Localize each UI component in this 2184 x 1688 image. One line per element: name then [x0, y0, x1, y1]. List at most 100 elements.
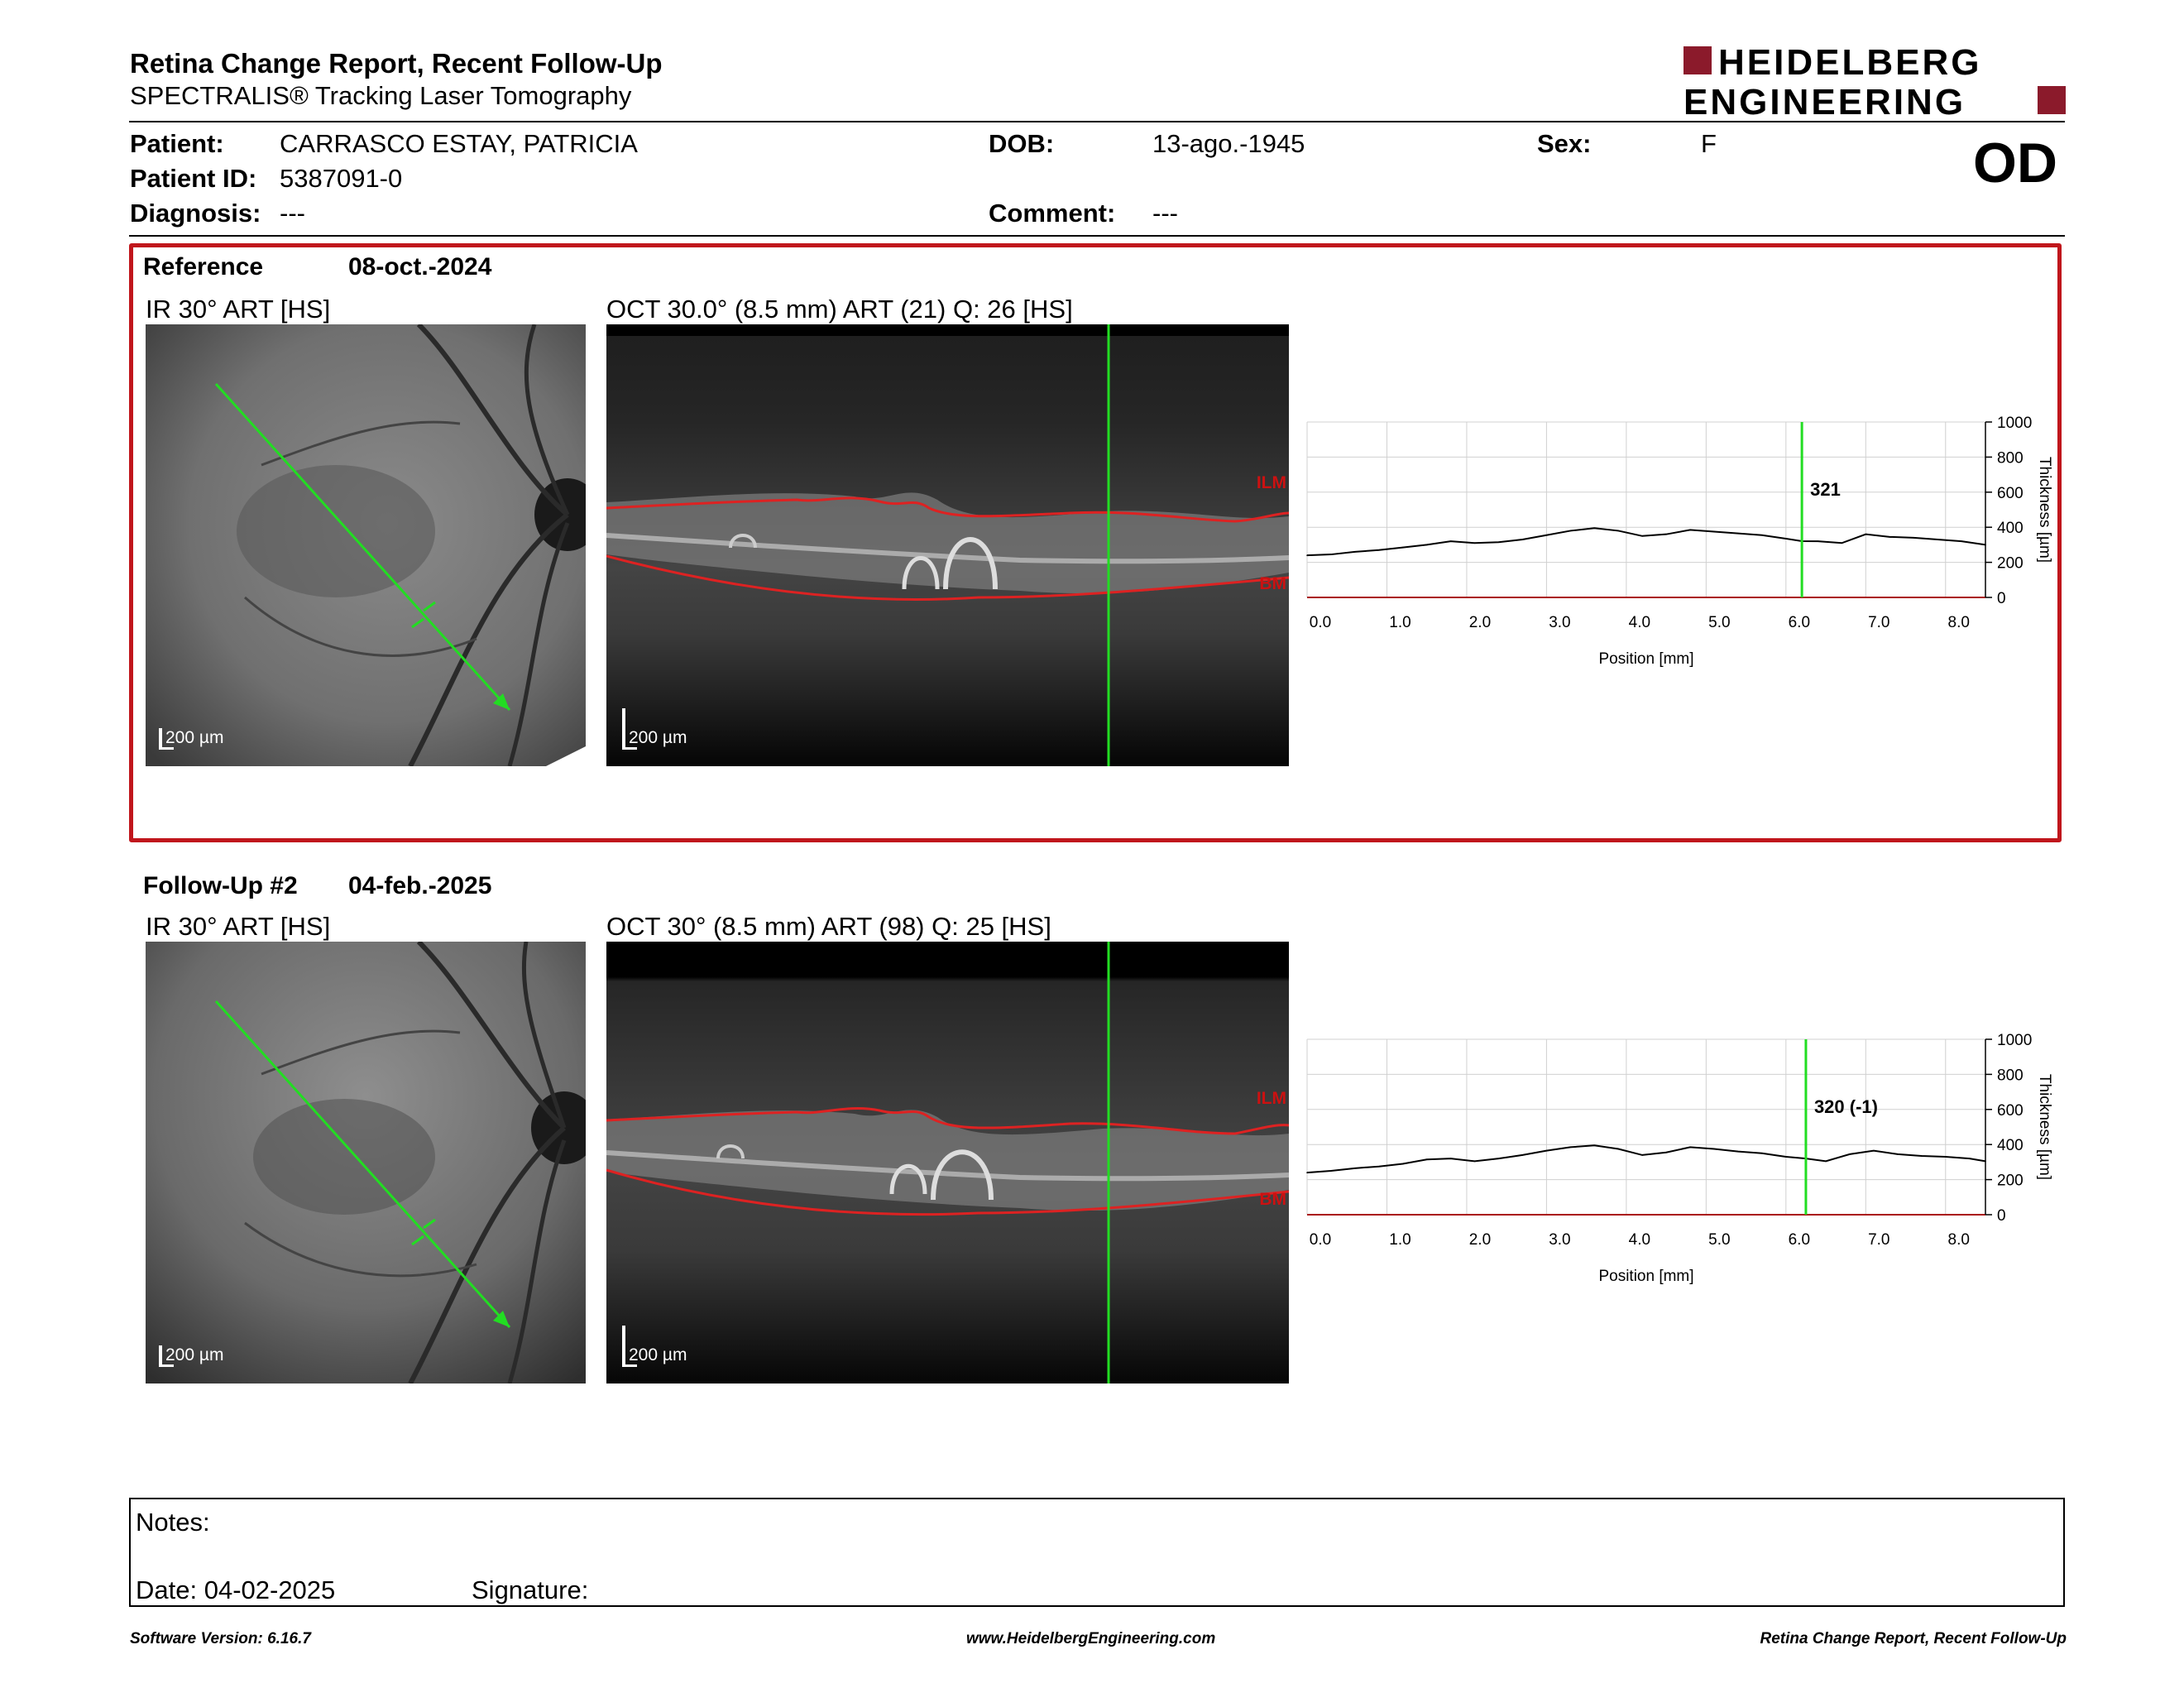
thickness-point: [1641, 1154, 1643, 1156]
thickness-point: [1937, 539, 1938, 540]
reference-ir-caption: IR 30° ART [HS]: [146, 295, 331, 324]
thickness-point: [1865, 533, 1867, 535]
thickness-point: [1593, 1144, 1596, 1147]
thickness-point: [1817, 540, 1819, 542]
reference-date: 08-oct.-2024: [348, 253, 492, 281]
marker-value-label: 321: [1810, 479, 1841, 500]
thickness-point: [1378, 1165, 1380, 1168]
thickness-point: [1785, 1156, 1787, 1158]
thickness-point: [1849, 1153, 1851, 1155]
followup-date: 04-feb.-2025: [348, 872, 492, 899]
marker-value-label: 320 (-1): [1814, 1096, 1878, 1117]
patient-label: Patient:: [130, 129, 224, 158]
thickness-point: [1330, 1170, 1332, 1172]
report-title: Retina Change Report, Recent Follow-Up: [130, 48, 663, 79]
report-subtitle: SPECTRALIS® Tracking Laser Tomography: [130, 81, 632, 110]
x-tick-label: 6.0: [1789, 1231, 1810, 1249]
footer-software-version: Software Version: 6.16.7: [130, 1630, 311, 1647]
thickness-point: [1641, 535, 1643, 537]
header-rule: [129, 121, 2065, 122]
followup-ir-image[interactable]: [146, 942, 586, 1383]
footer-website[interactable]: www.HeidelbergEngineering.com: [966, 1630, 1216, 1647]
thickness-point: [1944, 1156, 1947, 1158]
thickness-point: [1961, 540, 1962, 542]
thickness-point: [1497, 1158, 1500, 1159]
thickness-point: [1968, 1158, 1971, 1159]
thickness-point: [1330, 554, 1332, 555]
x-tick-label: 8.0: [1948, 614, 1970, 631]
scan-arrow-icon: [493, 693, 510, 710]
thickness-point: [1545, 534, 1548, 536]
thickness-point: [1785, 538, 1787, 539]
thickness-point: [1617, 1148, 1620, 1150]
x-tick-label: 6.0: [1789, 614, 1810, 631]
followup-ir-caption: IR 30° ART [HS]: [146, 912, 331, 941]
thickness-point: [1737, 532, 1739, 535]
sex-label: Sex:: [1537, 129, 1592, 158]
footer-report-name: Retina Change Report, Recent Follow-Up: [1760, 1630, 2067, 1647]
x-tick-label: 1.0: [1389, 1231, 1410, 1249]
scan-arrow-icon: [493, 1311, 510, 1327]
thickness-point: [1665, 1151, 1667, 1153]
eye-indicator: OD: [1973, 132, 2057, 194]
followup-oct-image[interactable]: ILM BM: [606, 942, 1289, 1383]
thickness-point: [1449, 1158, 1452, 1159]
x-tick-label: 4.0: [1629, 1231, 1650, 1249]
x-axis-label: Position [mm]: [1598, 650, 1693, 668]
notes-date: Date: 04-02-2025: [136, 1575, 336, 1604]
ilm-line: [606, 1107, 1289, 1135]
x-tick-label: 2.0: [1469, 614, 1491, 631]
thickness-point: [1593, 527, 1596, 530]
x-tick-label: 0.0: [1310, 1231, 1331, 1249]
followup-oct-caption: OCT 30° (8.5 mm) ART (98) Q: 25 [HS]: [606, 912, 1051, 941]
reference-box: [129, 243, 2062, 842]
reference-oct-image[interactable]: ILM BM: [606, 324, 1289, 766]
reference-label: Reference: [143, 253, 264, 281]
reference-oct-caption: OCT 30.0° (8.5 mm) ART (21) Q: 26 [HS]: [606, 295, 1073, 324]
thickness-point: [1473, 542, 1476, 544]
thickness-point: [1689, 529, 1691, 531]
thickness-point: [1473, 1160, 1476, 1163]
thickness-point: [1841, 542, 1843, 544]
x-tick-label: 0.0: [1310, 614, 1331, 631]
bm-line: [606, 554, 1289, 602]
thickness-point: [1897, 1153, 1899, 1155]
thickness-point: [1354, 551, 1356, 553]
x-tick-label: 5.0: [1708, 1231, 1730, 1249]
thickness-point: [1713, 1148, 1715, 1150]
reference-oct-scale: 200 µm: [629, 728, 687, 747]
logo-square-bottom: [2038, 86, 2066, 114]
y-tick-label: 200: [1997, 1172, 2024, 1190]
followup-thickness-chart: 0 200 400 600 800 1000 0.0 1.0 2.0 3.0 4.0 5.0 6.0 7.…: [1306, 1032, 2053, 1285]
thickness-point: [1825, 1160, 1827, 1163]
thickness-point: [1425, 1158, 1428, 1161]
thickness-point: [1737, 1150, 1739, 1153]
x-tick-label: 7.0: [1868, 1231, 1889, 1249]
comment-value: ---: [1152, 199, 1178, 228]
y-tick-label: 400: [1997, 520, 2024, 537]
thickness-point: [1665, 533, 1667, 535]
x-tick-label: 1.0: [1389, 614, 1410, 631]
x-tick-label: 2.0: [1469, 1231, 1491, 1249]
patient-id-label: Patient ID:: [130, 164, 257, 193]
bm-label: BM: [1259, 574, 1286, 593]
x-tick-label: 5.0: [1708, 614, 1730, 631]
thickness-point: [1569, 530, 1572, 532]
patient-name: CARRASCO ESTAY, PATRICIA: [280, 129, 638, 158]
thickness-point: [1569, 1146, 1572, 1149]
y-tick-label: 400: [1997, 1137, 2024, 1154]
logo-line1: HEIDELBERG: [1718, 43, 1981, 83]
reference-ir-image[interactable]: [146, 324, 586, 766]
y-axis-label: Thickness [µm]: [2036, 1074, 2053, 1180]
thickness-point: [1449, 540, 1452, 542]
thickness-point: [1401, 1163, 1404, 1165]
thickness-point: [1873, 1149, 1875, 1152]
y-tick-label: 800: [1997, 449, 2024, 467]
reference-ir-scale: 200 µm: [165, 728, 224, 747]
scan-line: [214, 1000, 511, 1329]
ilm-line: [606, 496, 1289, 523]
thickness-point: [1985, 1160, 1986, 1163]
patient-rule: [129, 235, 2065, 237]
signature-label: Signature:: [472, 1575, 589, 1604]
patient-id: 5387091-0: [280, 164, 403, 193]
